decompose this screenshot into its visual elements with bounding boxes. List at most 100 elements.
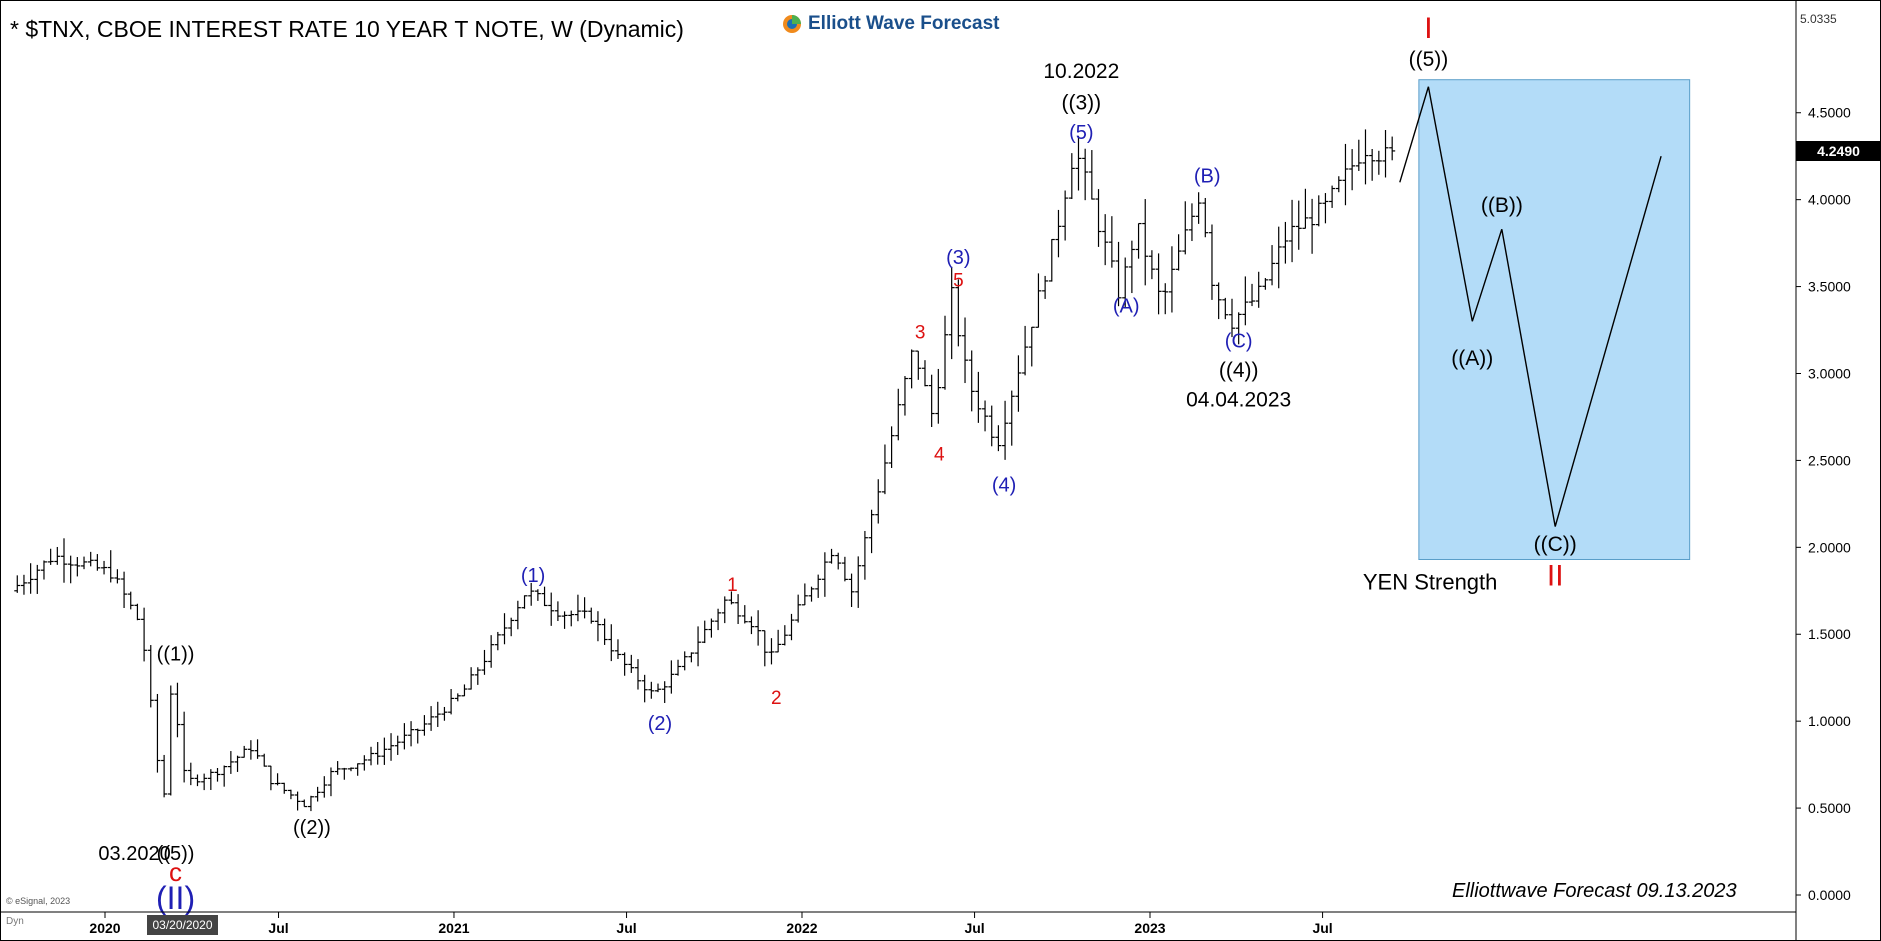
ohlc-bar xyxy=(27,563,34,594)
forecast-box xyxy=(1418,79,1691,560)
projection-line xyxy=(1399,86,1662,527)
footer-note: Elliottwave Forecast 09.13.2023 xyxy=(1452,880,1737,902)
ohlc-bar xyxy=(54,546,61,565)
ohlc-bar xyxy=(755,610,762,646)
ohlc-bar xyxy=(401,723,408,750)
ohlc-bar xyxy=(1102,214,1109,266)
ohlc-bar xyxy=(1088,150,1095,200)
ohlc-bar xyxy=(161,754,168,798)
ohlc-bar xyxy=(494,631,501,651)
ohlc-bar xyxy=(134,603,141,621)
ohlc-bar xyxy=(181,711,188,783)
ohlc-bar xyxy=(221,765,228,787)
ohlc-bar xyxy=(915,350,922,380)
ohlc-bar xyxy=(601,618,608,645)
wave-label: ((5)) xyxy=(1409,48,1449,71)
ohlc-bar xyxy=(668,660,675,694)
wave-label: 1 xyxy=(727,575,738,596)
ohlc-bar xyxy=(781,625,788,646)
ohlc-bar xyxy=(321,776,328,798)
ohlc-bar xyxy=(1048,238,1055,282)
ohlc-bar xyxy=(1249,283,1256,307)
ohlc-bar xyxy=(1389,136,1396,161)
ohlc-bar xyxy=(1108,216,1115,268)
ohlc-bar xyxy=(1329,185,1336,208)
ohlc-bar xyxy=(942,315,949,390)
ohlc-bar xyxy=(675,659,682,676)
ohlc-bar xyxy=(448,688,455,715)
ohlc-bar xyxy=(655,683,662,693)
wave-label: ((C)) xyxy=(1534,533,1577,556)
ohlc-bar xyxy=(1242,276,1249,326)
ohlc-bar xyxy=(1122,257,1129,309)
ohlc-bar xyxy=(888,426,895,468)
ohlc-bar xyxy=(294,791,301,811)
projection-layer xyxy=(1399,86,1662,527)
ohlc-bar xyxy=(461,684,468,697)
wave-label: 10.2022 xyxy=(1043,60,1119,83)
ohlc-bar xyxy=(127,591,134,610)
wave-label: (C) xyxy=(1225,330,1253,352)
ohlc-bar xyxy=(982,400,989,432)
ohlc-bar xyxy=(281,782,288,794)
wave-label: (A) xyxy=(1113,296,1140,318)
y-tick-label: 0.5000 xyxy=(1808,800,1851,816)
ohlc-bar xyxy=(808,586,815,602)
ohlc-bar xyxy=(621,652,628,676)
ohlc-bar xyxy=(554,601,561,622)
ohlc-bar xyxy=(1362,129,1369,185)
current-price-badge: 4.2490 xyxy=(1796,141,1881,161)
ohlc-bar xyxy=(848,573,855,607)
y-tick-label: 3.0000 xyxy=(1808,365,1851,381)
ohlc-bar xyxy=(748,616,755,635)
ohlc-bar xyxy=(107,550,114,583)
y-tick-label: 2.0000 xyxy=(1808,539,1851,555)
ohlc-bar xyxy=(381,737,388,765)
ohlc-bar xyxy=(708,618,715,638)
wave-label: ((2)) xyxy=(293,817,331,839)
ohlc-bar xyxy=(628,654,635,673)
ohlc-bar xyxy=(548,592,555,626)
ohlc-bar xyxy=(454,693,461,702)
ohlc-bar xyxy=(488,635,495,668)
ohlc-bar xyxy=(40,560,47,580)
ohlc-bar xyxy=(541,586,548,607)
ohlc-bar xyxy=(895,388,902,441)
ohlc-bar xyxy=(334,761,341,775)
selected-date-badge: 03/20/2020 xyxy=(147,915,218,935)
wave-label: ((4)) xyxy=(1219,359,1259,382)
ohlc-bar xyxy=(74,557,81,577)
wave-label: II xyxy=(1547,560,1564,593)
ohlc-bar xyxy=(441,706,448,721)
ohlc-bar xyxy=(741,605,748,624)
ohlc-bar xyxy=(841,556,848,582)
ohlc-bar xyxy=(1382,130,1389,178)
ohlc-bar xyxy=(1128,240,1135,294)
logo-icon xyxy=(783,15,801,33)
wave-label: (2) xyxy=(648,713,672,735)
ohlc-bar xyxy=(508,617,515,637)
ohlc-bar xyxy=(1375,150,1382,175)
ohlc-bar xyxy=(995,425,1002,452)
ohlc-bar xyxy=(434,701,441,727)
ohlc-bar xyxy=(428,706,435,731)
wave-label: 03.2020 xyxy=(98,843,170,865)
ohlc-bar xyxy=(261,753,268,767)
ohlc-bar xyxy=(1068,153,1075,199)
ohlc-bar xyxy=(761,630,768,667)
ohlc-bar xyxy=(67,555,74,584)
ohlc-bar xyxy=(721,596,728,624)
ohlc-bar xyxy=(241,745,248,758)
ohlc-bar xyxy=(608,624,615,662)
ohlc-bar xyxy=(1055,209,1062,258)
dyn-label[interactable]: Dyn xyxy=(6,916,24,927)
ohlc-bar xyxy=(361,755,368,771)
ohlc-bar xyxy=(287,789,294,800)
y-tick-label: 2.5000 xyxy=(1808,452,1851,468)
ohlc-bar xyxy=(948,266,955,360)
ohlc-bar xyxy=(1322,193,1329,224)
ohlc-bar xyxy=(1188,203,1195,242)
ohlc-bar xyxy=(775,629,782,653)
ohlc-bar xyxy=(234,755,241,772)
